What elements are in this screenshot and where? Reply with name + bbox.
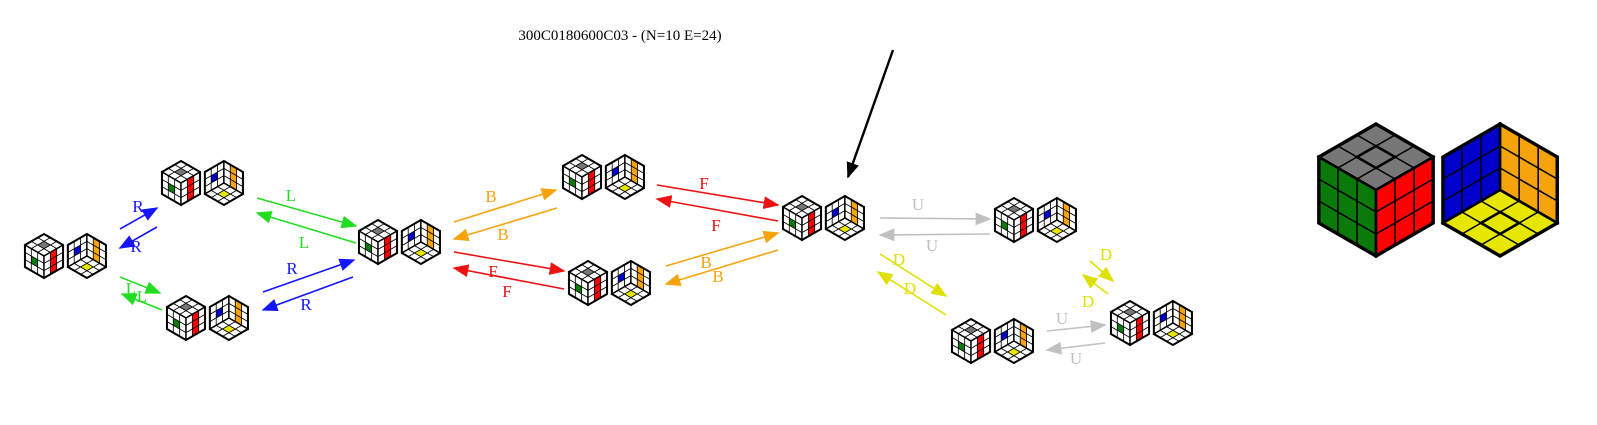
edge-l-4: L <box>256 186 358 229</box>
edge-u-17: U <box>878 228 991 255</box>
edge-f-10: F <box>656 174 780 209</box>
edge-r-6: R <box>262 258 356 293</box>
edge-u-23: U <box>1045 341 1106 368</box>
state-top-left <box>160 159 245 207</box>
edge-f-11: F <box>655 195 779 235</box>
legend-back-cube <box>1440 121 1560 258</box>
edge-f-12: F <box>453 251 566 281</box>
edge-r-1: R <box>118 226 158 256</box>
edge-l-2: L <box>119 276 162 298</box>
edge-label: D <box>1082 292 1094 311</box>
legend-cube <box>1316 121 1560 259</box>
edge-label: R <box>300 295 312 314</box>
edge-b-9: B <box>452 207 558 244</box>
edge-u-22: U <box>1046 309 1107 333</box>
state-middle <box>357 218 442 266</box>
nodes-layer <box>23 153 1194 365</box>
edge-d-19: D <box>876 271 947 316</box>
state-left <box>23 232 108 280</box>
edge-label: B <box>712 267 723 286</box>
edge-b-8: B <box>453 187 558 223</box>
start-arrow <box>846 49 895 179</box>
edge-f-13: F <box>452 264 565 301</box>
edge-label: R <box>132 197 144 216</box>
edge-label: F <box>488 262 497 281</box>
edge-label: F <box>502 282 511 301</box>
edge-label: U <box>926 236 938 255</box>
edge-l-5: L <box>255 211 357 252</box>
edge-label: B <box>485 187 496 206</box>
state-bottom-left <box>165 294 250 342</box>
edge-label: U <box>1070 349 1082 368</box>
edge-label: F <box>711 216 720 235</box>
edge-label: R <box>130 237 142 256</box>
edge-d-21: D <box>1081 274 1109 311</box>
edge-u-16: U <box>879 195 992 226</box>
edge-label: D <box>1100 245 1112 264</box>
state-start <box>781 194 866 242</box>
edge-label: D <box>904 279 916 298</box>
edge-label: U <box>1056 309 1068 328</box>
edge-label: L <box>126 279 136 298</box>
edge-r-7: R <box>261 276 354 314</box>
edge-label: U <box>912 195 924 214</box>
edge-l-3: L <box>120 287 163 311</box>
state-right-upper <box>993 196 1078 244</box>
state-top-middle <box>561 153 646 201</box>
legend-front-cube <box>1316 122 1436 259</box>
edge-r-0: R <box>119 197 159 230</box>
edge-d-18: D <box>879 250 948 297</box>
state-right-lower <box>950 317 1035 365</box>
edge-label: L <box>137 287 147 306</box>
edge-label: F <box>699 174 708 193</box>
state-far-right <box>1109 299 1194 347</box>
edge-label: D <box>893 250 905 269</box>
edge-label: B <box>497 225 508 244</box>
edge-b-15: B <box>664 249 779 286</box>
state-bottom-middle <box>567 259 652 307</box>
edge-label: B <box>700 253 711 272</box>
edge-label: L <box>286 186 296 205</box>
edge-b-14: B <box>665 230 780 272</box>
edge-label: R <box>286 259 298 278</box>
edge-label: L <box>299 233 309 252</box>
graph-title: 300C0180600C03 - (N=10 E=24) <box>518 28 721 44</box>
edge-d-20: D <box>1089 245 1115 283</box>
